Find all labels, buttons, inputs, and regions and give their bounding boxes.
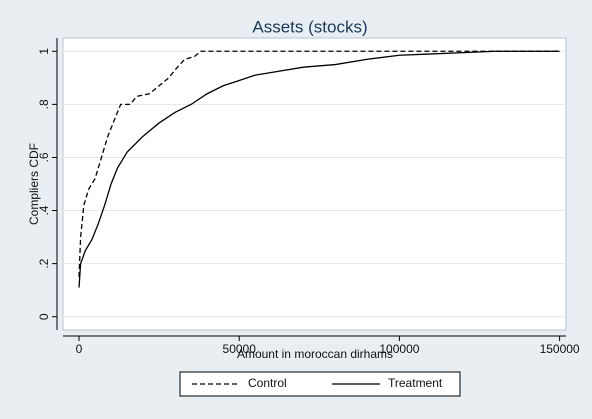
y-tick-label: 1 — [37, 48, 51, 55]
series-line — [78, 50, 560, 277]
y-tick-label: 0 — [37, 313, 51, 320]
x-tick-label: 100000 — [379, 342, 419, 356]
chart-title: Assets (stocks) — [252, 17, 367, 36]
y-tick-label: .2 — [37, 258, 51, 268]
legend-label: Control — [248, 376, 287, 390]
x-tick-label: 0 — [76, 342, 83, 356]
y-tick-label: .8 — [37, 99, 51, 109]
x-tick-label: 50000 — [223, 342, 257, 356]
x-tick-label: 150000 — [540, 342, 580, 356]
y-tick-label: .4 — [37, 205, 51, 215]
y-axis-label: Compliers CDF — [27, 143, 41, 225]
x-axis-label: Amount in moroccan dirhams — [237, 347, 393, 361]
legend-label: Treatment — [388, 376, 443, 390]
series-line — [78, 50, 560, 288]
y-tick-label: .6 — [37, 152, 51, 162]
plot-area — [62, 37, 567, 331]
